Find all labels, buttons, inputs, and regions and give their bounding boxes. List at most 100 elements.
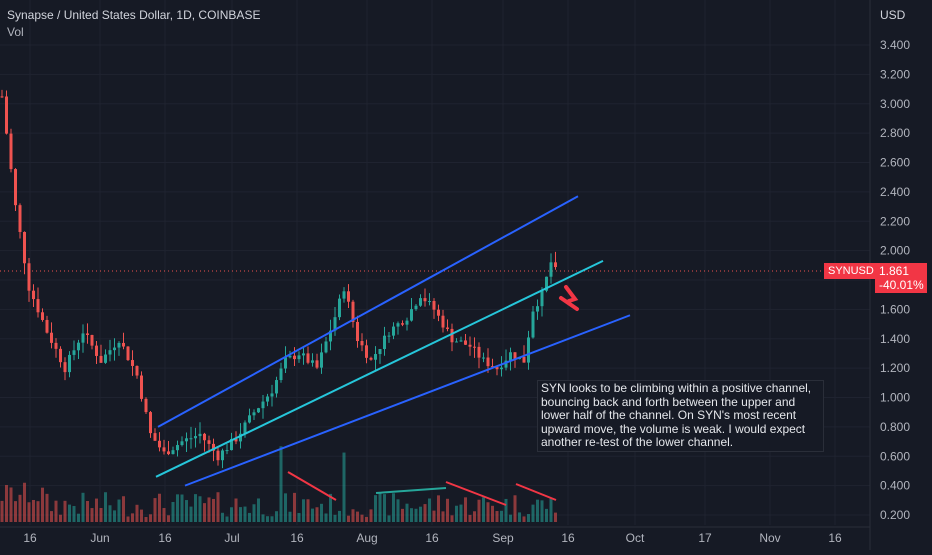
candle-body — [167, 451, 170, 455]
candle-body — [459, 340, 463, 342]
volume-bar — [158, 493, 161, 522]
candle-body — [99, 355, 103, 363]
volume-bar — [464, 497, 467, 522]
volume-bar — [68, 504, 71, 522]
candle-body — [248, 415, 251, 423]
candle-body — [194, 436, 197, 439]
candle-body — [144, 398, 148, 413]
volume-bar — [203, 503, 206, 522]
volume-bar — [149, 514, 152, 522]
price-tick-label: 2.000 — [880, 244, 910, 258]
candle-body — [473, 346, 476, 348]
candle-body — [108, 350, 112, 355]
candle-body — [41, 312, 44, 320]
volume-bar — [63, 500, 67, 522]
candle-body — [243, 422, 247, 434]
volume-bar — [419, 506, 422, 522]
candle-body — [365, 345, 368, 358]
candle-body — [279, 368, 283, 381]
volume-bar — [41, 487, 44, 522]
candle-body — [50, 332, 53, 343]
candle-body — [45, 319, 49, 333]
volume-bar — [315, 507, 319, 522]
volume-bar — [338, 510, 341, 522]
time-tick-label: 16 — [23, 531, 37, 545]
volume-bar — [140, 509, 143, 522]
price-tick-label: 3.000 — [880, 97, 910, 111]
volume-bar — [540, 500, 544, 522]
volume-bar — [144, 516, 148, 522]
time-tick-label: Oct — [626, 531, 645, 545]
candle-body — [477, 346, 481, 358]
candle-body — [293, 355, 296, 360]
candle-body — [302, 353, 305, 356]
candle-body — [531, 311, 535, 338]
candle-body — [306, 353, 310, 363]
candle-body — [158, 440, 161, 448]
time-tick-label: 16 — [828, 531, 842, 545]
price-tick-label: 0.400 — [880, 479, 910, 493]
volume-bar — [351, 509, 355, 522]
candle-body — [450, 328, 454, 343]
price-tick-label: 3.200 — [880, 67, 910, 81]
volume-bar — [221, 512, 224, 522]
volume-bar — [104, 492, 107, 522]
price-tick-label: 1.400 — [880, 332, 910, 346]
candle-body — [14, 169, 17, 206]
volume-bar — [248, 512, 251, 522]
volume-bar — [405, 503, 409, 522]
channel-upper-line — [157, 195, 579, 428]
volume-bar — [23, 482, 26, 522]
volume-bar — [113, 510, 116, 522]
down-arrow-icon — [559, 285, 579, 311]
volume-bar — [99, 508, 103, 522]
candle-body — [333, 317, 337, 331]
volume-bar — [495, 511, 499, 522]
candle-body — [68, 354, 71, 373]
volume-bar — [77, 513, 80, 522]
candle-body — [383, 335, 386, 350]
volume-bar — [72, 506, 76, 522]
candle-body — [446, 327, 449, 329]
candle-body — [522, 356, 526, 363]
volume-bar — [410, 508, 413, 522]
volume-bar — [45, 493, 49, 522]
candle-body — [468, 344, 472, 347]
annotation-note[interactable]: SYN looks to be climbing within a positi… — [537, 380, 824, 452]
channel-lower-line — [184, 314, 631, 487]
candle-body — [315, 360, 319, 368]
candle-body — [482, 357, 485, 359]
candle-body — [527, 337, 530, 363]
candle-body — [401, 323, 404, 325]
volume-bar — [108, 505, 112, 522]
volume-bar — [54, 500, 58, 522]
volume-bar — [180, 494, 184, 522]
volume-bar — [320, 503, 323, 522]
volume-bar — [122, 496, 125, 522]
volume-bar — [356, 511, 359, 522]
volume-bar — [311, 508, 314, 522]
channel-mid-line — [155, 260, 604, 478]
volume-bar — [207, 497, 211, 522]
candle-body — [396, 323, 400, 327]
volume-bar — [441, 511, 445, 522]
volume-bar — [288, 511, 292, 522]
volume-bar — [212, 498, 215, 522]
candle-body — [378, 349, 382, 355]
volume-bar — [257, 498, 260, 522]
candle-body — [266, 396, 269, 402]
candle-body — [230, 438, 233, 451]
volume-bar — [270, 516, 274, 522]
candle-body — [261, 401, 265, 409]
volume-bar — [428, 498, 431, 522]
candle-body — [288, 355, 292, 358]
candle-body — [185, 438, 188, 442]
candle-body — [536, 306, 539, 312]
volume-bar — [50, 511, 53, 522]
volume-bar — [284, 493, 287, 522]
candle-body — [419, 298, 422, 306]
time-tick-label: Nov — [759, 531, 780, 545]
volume-bar — [383, 494, 386, 522]
